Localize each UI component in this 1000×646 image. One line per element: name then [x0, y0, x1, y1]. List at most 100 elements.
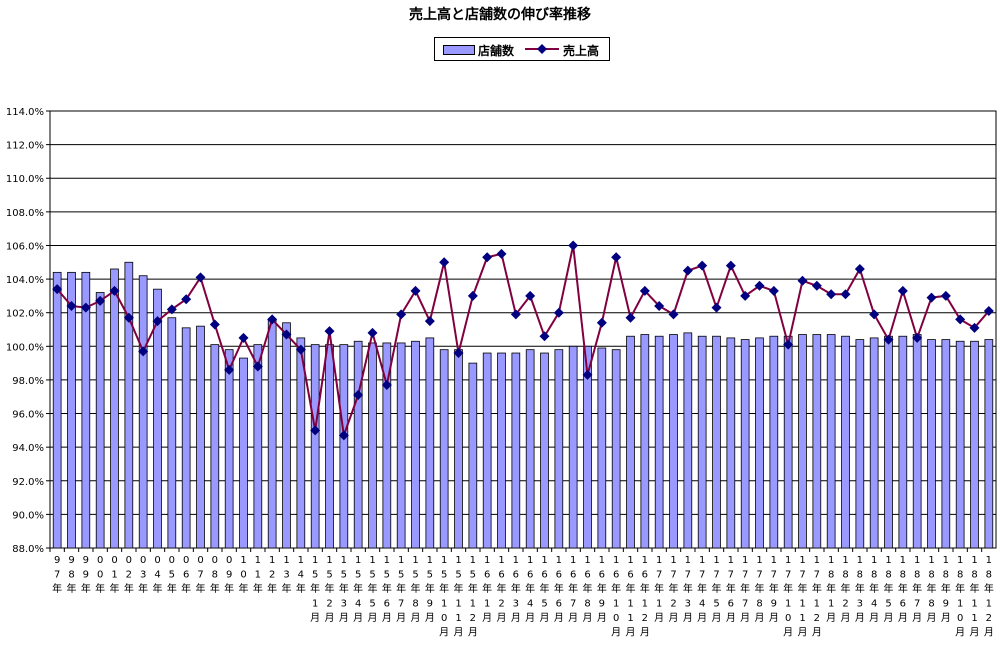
x-tick-label: 1 [814, 599, 820, 610]
x-tick-label: 年 [253, 582, 263, 595]
x-tick-label: 0 [957, 613, 963, 624]
x-tick-label: 月 [783, 627, 793, 639]
bar [740, 339, 750, 549]
x-tick-label: 6 [513, 570, 519, 581]
x-tick-label: 8 [928, 570, 934, 581]
line-marker [152, 316, 163, 327]
x-tick-label: 年 [353, 582, 363, 595]
x-tick-label: 6 [556, 570, 562, 581]
x-tick-label: 年 [826, 582, 836, 595]
x-tick-label: 1 [670, 555, 676, 566]
line-marker [826, 289, 837, 300]
x-tick-label: 年 [482, 582, 492, 595]
x-tick-label: 年 [167, 582, 177, 595]
x-tick-label: 1 [799, 613, 805, 624]
x-tick-label: 月 [841, 612, 851, 624]
x-tick-label: 年 [153, 582, 163, 595]
x-tick-label: 月 [970, 627, 980, 639]
x-tick-label: 年 [869, 582, 879, 595]
x-tick-label: 2 [842, 599, 848, 610]
bar [554, 349, 564, 549]
bar [826, 334, 836, 549]
bar [927, 339, 936, 549]
x-tick-label: 年 [769, 582, 779, 595]
bar [153, 288, 162, 549]
x-tick-label: 1 [914, 555, 920, 566]
x-tick-label: 5 [885, 599, 891, 610]
bar [884, 335, 893, 549]
x-tick-label: 1 [398, 555, 404, 566]
x-tick-label: 1 [326, 555, 332, 566]
x-tick-label: 1 [799, 555, 805, 566]
x-tick-label: 年 [583, 582, 593, 595]
line-marker [811, 280, 822, 291]
x-tick-label: 1 [498, 555, 504, 566]
line-marker [940, 290, 951, 301]
line-marker [381, 379, 392, 390]
bar [181, 327, 191, 549]
bar [525, 349, 535, 549]
x-tick-label: 7 [728, 570, 734, 581]
bar [253, 344, 263, 549]
x-tick-label: 年 [654, 582, 664, 595]
x-tick-label: 1 [728, 555, 734, 566]
x-tick-label: 月 [425, 612, 435, 624]
x-tick-label: 1 [971, 555, 977, 566]
x-tick-label: 4 [699, 599, 705, 610]
x-tick-label: 年 [554, 582, 564, 595]
x-tick-label: 1 [255, 570, 261, 581]
x-tick-label: 5 [384, 570, 390, 581]
x-tick-label: 6 [584, 570, 590, 581]
x-tick-label: 1 [584, 555, 590, 566]
x-tick-label: 6 [541, 570, 547, 581]
x-tick-label: 5 [427, 570, 433, 581]
y-tick-label: 90.0% [12, 510, 44, 521]
x-tick-label: 4 [154, 570, 160, 581]
line-marker [926, 292, 937, 303]
x-tick-label: 2 [670, 599, 676, 610]
legend-line-swatch [525, 44, 559, 54]
x-tick-label: 5 [341, 570, 347, 581]
x-tick-label: 6 [613, 570, 619, 581]
x-tick-label: 年 [468, 582, 478, 595]
x-tick-label: 2 [986, 613, 992, 624]
x-tick-label: 年 [396, 582, 406, 595]
x-tick-label: 月 [540, 612, 550, 624]
bar [798, 334, 807, 549]
line-marker [310, 425, 321, 436]
x-tick-label: 月 [454, 627, 464, 639]
x-tick-label: 月 [554, 612, 564, 624]
x-tick-label: 5 [713, 599, 719, 610]
line-marker [682, 265, 693, 276]
x-tick-label: 7 [398, 599, 404, 610]
x-tick-label: 1 [455, 613, 461, 624]
x-tick-label: 月 [497, 612, 507, 624]
x-tick-label: 1 [656, 555, 662, 566]
x-tick-label: 7 [685, 570, 691, 581]
bar [196, 325, 205, 549]
bar [339, 344, 349, 549]
x-tick-label: 7 [785, 570, 791, 581]
bar [282, 322, 291, 549]
x-tick-label: 1 [427, 555, 433, 566]
x-tick-label: 9 [599, 599, 605, 610]
x-tick-label: 8 [900, 570, 906, 581]
line-marker [166, 304, 177, 315]
x-tick-label: 月 [826, 612, 836, 624]
bar [726, 337, 736, 549]
x-tick-label: 年 [540, 582, 550, 595]
x-tick-label: 月 [955, 627, 965, 639]
x-tick-label: 3 [140, 570, 146, 581]
bar [841, 335, 850, 549]
x-tick-label: 6 [599, 570, 605, 581]
bar [210, 344, 220, 549]
x-tick-label: 6 [498, 570, 504, 581]
x-tick-label: 年 [927, 582, 937, 595]
x-tick-label: 0 [613, 613, 619, 624]
x-tick-label: 年 [697, 582, 707, 595]
x-tick-label: 月 [869, 612, 879, 624]
bar [482, 352, 492, 549]
line-marker [295, 344, 306, 355]
bar [382, 342, 392, 549]
x-tick-label: 1 [384, 555, 390, 566]
